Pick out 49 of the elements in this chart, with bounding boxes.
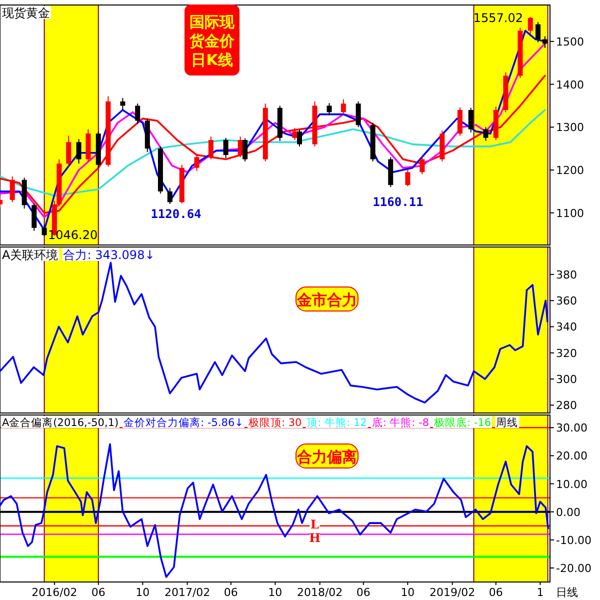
y-tick-label: 320	[556, 346, 577, 360]
y-tick-label: 280	[556, 399, 577, 412]
x-tick-label: 2019/02	[429, 586, 476, 599]
annotation: H	[309, 530, 320, 545]
annotation: 1557.02	[473, 11, 523, 25]
annotation: 国际现货金价日K线	[188, 13, 236, 69]
annotation: 金市合力	[296, 291, 357, 309]
annotation: 合力偏离	[296, 448, 357, 466]
series-label: 合力: 343.098↓	[63, 248, 155, 262]
y-tick-label: -20.00	[556, 562, 592, 575]
x-tick-label: 10	[400, 586, 415, 599]
x-tick-label: 06	[356, 586, 370, 599]
x-tick-label: 06	[224, 586, 238, 599]
ref-line-label: 顶: 牛熊: 12	[306, 416, 367, 429]
x-tick-label: 2017/02	[164, 586, 210, 599]
y-tick-label: 1500	[556, 35, 584, 48]
ref-line-label: 底: 牛熊: -8	[372, 416, 430, 429]
y-tick-label: 30.00	[556, 422, 588, 435]
x-tick-label: 06	[488, 586, 503, 599]
annotation: 1046.20	[48, 228, 98, 242]
y-tick-label: 1300	[556, 121, 584, 134]
annotation: 1120.64	[150, 207, 202, 221]
series-label: 金价对合力偏离: -5.86↓	[124, 416, 244, 429]
y-tick-label: -10.00	[556, 534, 592, 547]
annotation: 周线	[496, 416, 518, 429]
x-tick-label: 2018/02	[296, 586, 343, 599]
annotation: L	[310, 518, 320, 532]
x-tick-label: 1	[536, 586, 544, 599]
y-tick-label: 360	[556, 294, 577, 308]
y-tick-label: 0.00	[556, 506, 580, 519]
y-tick-label: 340	[556, 320, 577, 334]
chart-title: 现货黄金	[2, 6, 50, 20]
y-tick-label: 1100	[556, 206, 584, 220]
x-tick-label: 10	[268, 586, 282, 599]
ref-line-label: 极限顶: 30	[247, 417, 302, 429]
x-tick-label: 10	[136, 586, 150, 599]
ref-line-label: 极限底: -16	[433, 416, 492, 429]
text: 日线	[556, 586, 578, 599]
y-tick-label: 300	[556, 373, 577, 386]
x-tick-label: 06	[91, 586, 106, 599]
chart-title: A关联环境	[2, 248, 58, 262]
x-tick-label: 2016/02	[32, 586, 78, 599]
chart-title: A金合偏离(2016,-50,1)	[2, 416, 119, 429]
annotation: 1160.11	[372, 195, 424, 209]
y-tick-label: 10.00	[556, 478, 588, 491]
y-tick-label: 20.00	[556, 450, 588, 463]
y-tick-label: 1400	[556, 78, 584, 92]
y-tick-label: 1200	[556, 164, 584, 177]
y-tick-label: 380	[556, 268, 577, 282]
